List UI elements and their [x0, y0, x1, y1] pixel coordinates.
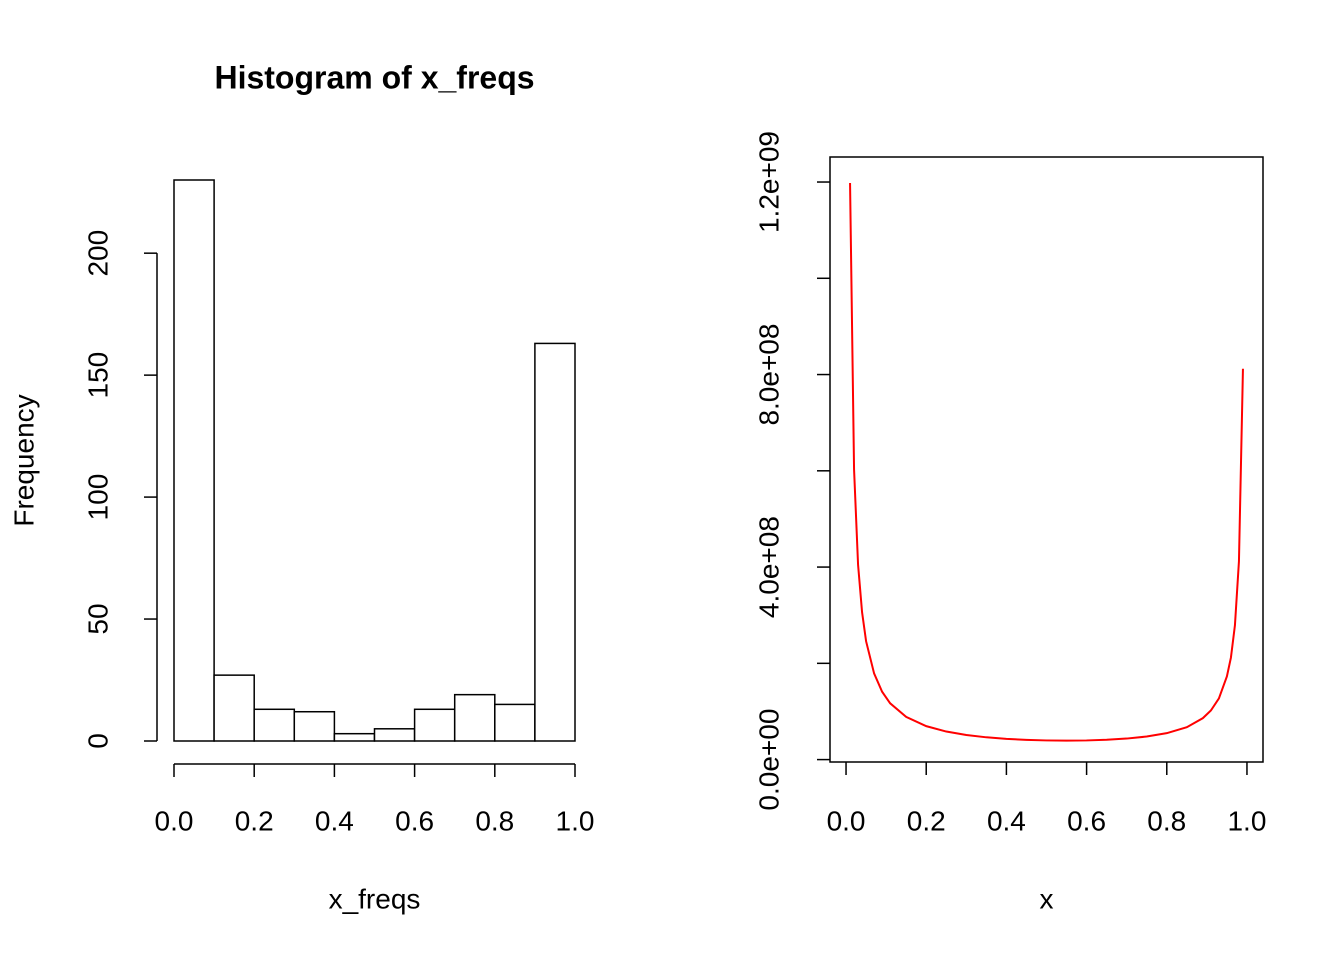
y-tick-label: 100 [82, 474, 113, 521]
panel: Histogram of x_freqs x_freqs Frequency 0.0 0… [8, 59, 594, 914]
y-tick-label: 150 [82, 352, 113, 399]
x-tick-label: 0.8 [1147, 805, 1186, 836]
line-series [849, 182, 1244, 742]
y-axis-label: Frequency [8, 394, 39, 526]
x-tick-label: 1.0 [1227, 805, 1266, 836]
y-tick-label: 8.0e+08 [753, 324, 784, 426]
x-axis-label: x_freqs [329, 883, 421, 914]
y-tick-label: 1.2e+09 [753, 131, 784, 233]
plot-box [829, 156, 1264, 763]
histogram-bar [373, 728, 416, 742]
x-tick-label: 0.0 [155, 805, 194, 836]
histogram-bar [173, 179, 215, 742]
x-tick-label: 0.8 [475, 805, 514, 836]
histogram-bar [333, 732, 376, 742]
x-tick-label: 0.2 [235, 805, 274, 836]
y-tick-label: 200 [82, 230, 113, 277]
x-tick-label: 0.6 [395, 805, 434, 836]
y-tick-label: 0 [82, 733, 113, 749]
histogram-bar [534, 342, 576, 742]
histogram-bar [213, 674, 255, 742]
y-tick-label: 0.0e+00 [753, 709, 784, 811]
x-tick-label: 0.2 [907, 805, 946, 836]
x-tick-label: 0.4 [315, 805, 354, 836]
histogram-bar [413, 708, 456, 742]
x-axis-label: x [1040, 883, 1054, 914]
histogram-bar [253, 708, 296, 742]
histogram-bar [453, 693, 496, 742]
chart-title: Histogram of x_freqs [214, 59, 534, 95]
histogram-bar [494, 703, 536, 742]
x-tick-label: 1.0 [556, 805, 595, 836]
histogram-bar [293, 710, 336, 742]
x-tick-label: 0.0 [827, 805, 866, 836]
y-tick-label: 4.0e+08 [753, 516, 784, 618]
panel: x 0.0 0.2 0.4 0.6 0.8 1.0 0.0e+00 4.0e+08 8.0e+08… [753, 131, 1266, 914]
x-tick-label: 0.4 [987, 805, 1026, 836]
x-tick-label: 0.6 [1067, 805, 1106, 836]
y-tick-label: 50 [82, 603, 113, 634]
